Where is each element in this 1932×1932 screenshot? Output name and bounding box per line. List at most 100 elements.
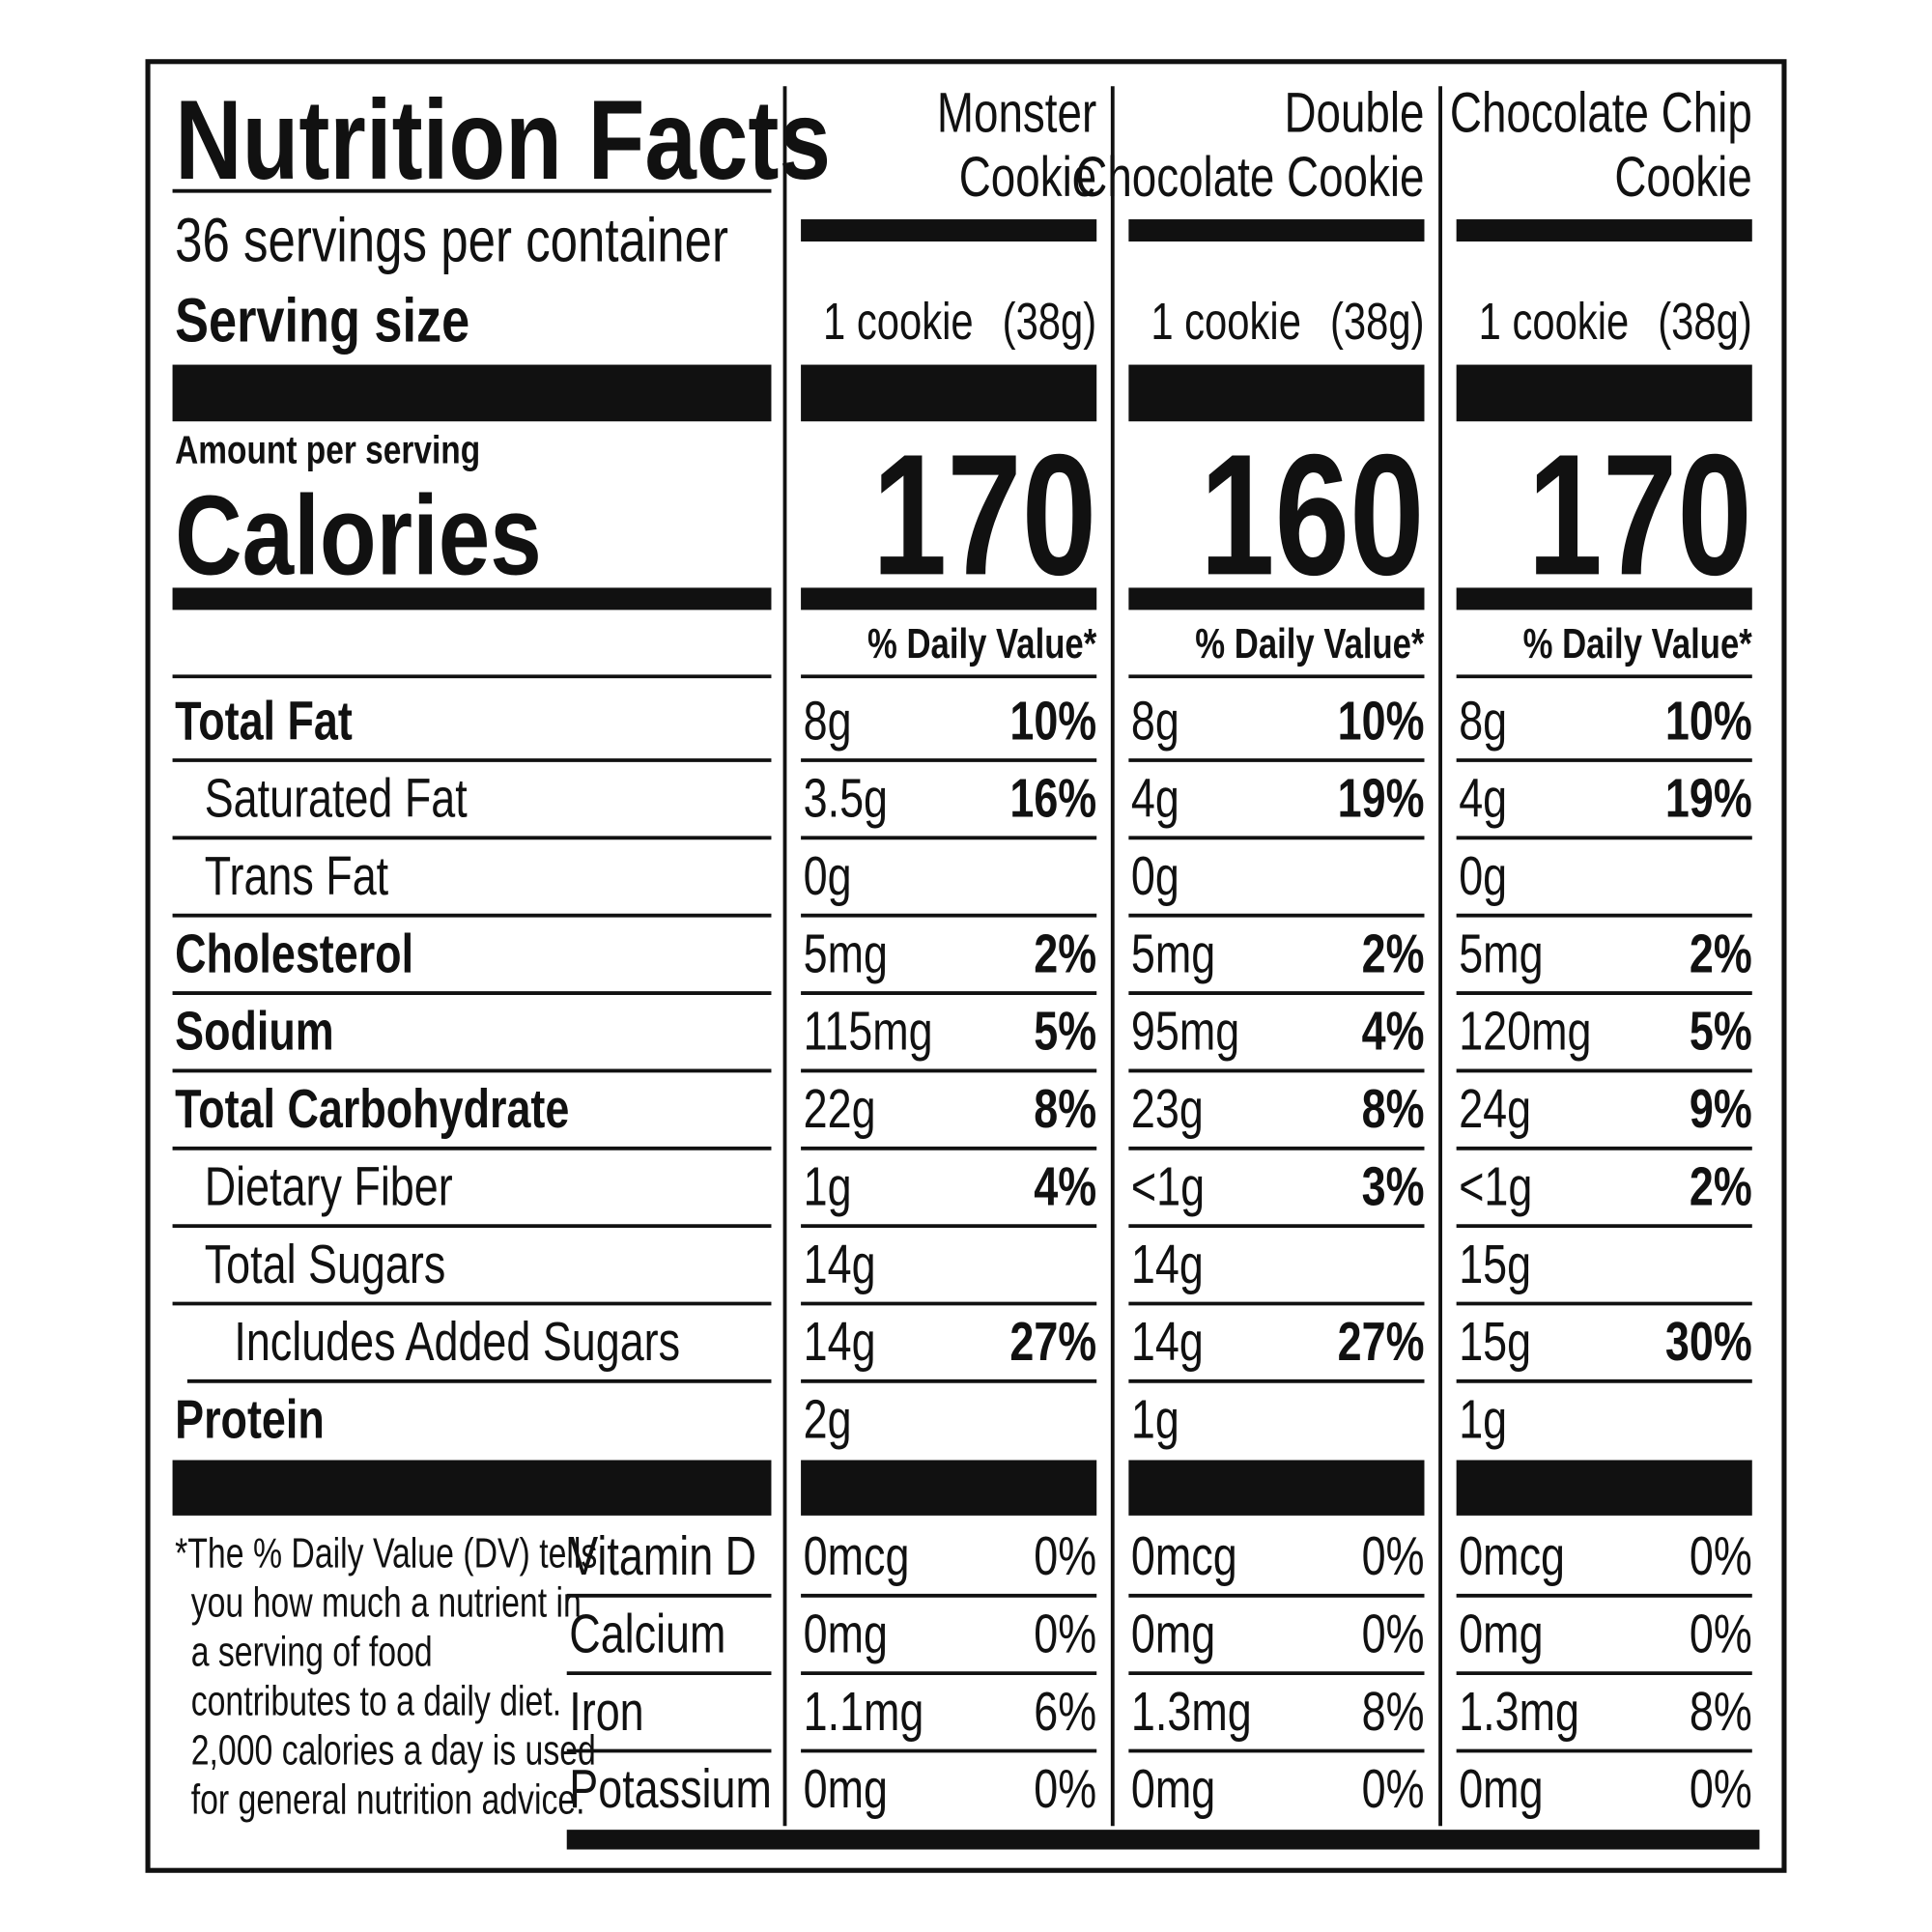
footnote-line: contributes to a daily diet. <box>191 1679 561 1725</box>
nutrient-amount: 23g <box>1131 1078 1204 1139</box>
nutrient-dv: 10% <box>1009 691 1096 752</box>
nutrient-label: Dietary Fiber <box>205 1156 453 1217</box>
vitamin-amount: 0mcg <box>1131 1525 1237 1586</box>
vitamin-label: Vitamin D <box>569 1525 756 1586</box>
nutrient-dv: 10% <box>1665 691 1752 752</box>
nutrient-label: Trans Fat <box>205 845 388 906</box>
vitamin-dv: 0% <box>1034 1525 1096 1586</box>
thick-bar <box>801 364 1097 422</box>
vitamin-amount: 0mg <box>804 1758 888 1819</box>
nutrient-amount: 3.5g <box>804 768 888 829</box>
nutrient-amount: 1g <box>1459 1389 1507 1450</box>
vitamin-amount: 0mg <box>1131 1604 1215 1664</box>
nutrient-amount: 8g <box>1131 691 1179 752</box>
nutrient-label: Sodium <box>175 1001 334 1062</box>
dv-heading: % Daily Value* <box>867 620 1097 668</box>
nutrient-dv: 2% <box>1362 923 1425 984</box>
nutrient-amount: 1g <box>1131 1389 1179 1450</box>
vitamin-label: Calcium <box>569 1604 725 1664</box>
dv-heading: % Daily Value* <box>1195 620 1425 668</box>
serving-qty: 1 cookie <box>1479 294 1630 351</box>
thick-bar <box>1128 364 1425 422</box>
nutrient-amount: 115mg <box>804 1001 933 1062</box>
nutrient-dv: 4% <box>1034 1156 1096 1217</box>
vitamin-label: Potassium <box>569 1758 772 1819</box>
thick-bar <box>801 1460 1097 1516</box>
nutrient-amount: 8g <box>804 691 852 752</box>
vitamin-dv: 0% <box>1034 1604 1096 1664</box>
vitamin-amount: 0mg <box>804 1604 888 1664</box>
serving-qty: 1 cookie <box>823 294 974 351</box>
vitamin-dv: 6% <box>1034 1681 1096 1742</box>
nutrient-label: Saturated Fat <box>205 768 468 829</box>
product-name: Double <box>1284 81 1424 145</box>
nutrient-label: Total Sugars <box>205 1234 446 1294</box>
vitamin-dv: 0% <box>1362 1525 1425 1586</box>
product-name: Cookie <box>1614 145 1751 209</box>
nutrient-amount: 14g <box>1131 1311 1204 1372</box>
vitamin-label: Iron <box>569 1681 643 1742</box>
vitamin-amount: 0mcg <box>804 1525 910 1586</box>
medium-bar <box>801 219 1097 242</box>
vitamin-amount: 1.3mg <box>1459 1681 1579 1742</box>
amount-label: Amount per serving <box>175 427 480 471</box>
nutrient-dv: 5% <box>1034 1001 1096 1062</box>
product-name: Cookie <box>959 145 1096 209</box>
nutrient-amount: 24g <box>1459 1078 1531 1139</box>
calories-label: Calories <box>175 471 542 598</box>
nutrient-dv: 2% <box>1690 923 1752 984</box>
nutrient-label: Total Carbohydrate <box>175 1078 569 1139</box>
medium-bar <box>801 587 1097 611</box>
calories-value: 160 <box>1200 418 1424 611</box>
footnote-line: *The % Daily Value (DV) tells <box>175 1531 597 1577</box>
calories-value: 170 <box>1527 418 1751 611</box>
product-name: Chocolate Cookie <box>1075 145 1424 209</box>
thick-bar <box>1456 1460 1752 1516</box>
nutrient-dv: 2% <box>1034 923 1096 984</box>
footnote-line: for general nutrition advice. <box>191 1777 585 1824</box>
nutrient-amount: 15g <box>1459 1311 1531 1372</box>
nutrient-amount: 0g <box>1459 845 1507 906</box>
vitamin-dv: 0% <box>1690 1758 1752 1819</box>
nutrient-amount: 14g <box>804 1311 876 1372</box>
nutrient-label: Includes Added Sugars <box>234 1311 680 1372</box>
serving-weight: (38g) <box>1658 294 1752 351</box>
nutrient-amount: 4g <box>1459 768 1507 829</box>
serving-qty: 1 cookie <box>1151 294 1301 351</box>
bottom-bar <box>566 1830 1760 1850</box>
calories-value: 170 <box>872 418 1096 611</box>
vitamin-dv: 0% <box>1690 1525 1752 1586</box>
medium-bar <box>1128 587 1425 611</box>
nutrient-amount: <1g <box>1131 1156 1205 1217</box>
nutrient-amount: 4g <box>1131 768 1179 829</box>
nutrient-dv: 8% <box>1362 1078 1425 1139</box>
vitamin-amount: 0mg <box>1131 1758 1215 1819</box>
nutrient-amount: 2g <box>804 1389 852 1450</box>
nutrient-amount: 1g <box>804 1156 852 1217</box>
thick-bar <box>1128 1460 1425 1516</box>
nutrient-dv: 16% <box>1009 768 1096 829</box>
thick-bar <box>172 1460 772 1516</box>
medium-bar <box>172 587 772 611</box>
nutrient-amount: 15g <box>1459 1234 1531 1294</box>
footnote-line: 2,000 calories a day is used <box>191 1728 596 1775</box>
vitamin-dv: 0% <box>1362 1758 1425 1819</box>
nutrient-amount: 0g <box>1131 845 1179 906</box>
nutrient-amount: 14g <box>1131 1234 1204 1294</box>
nutrient-amount: 5mg <box>1131 923 1215 984</box>
thick-bar <box>1456 364 1752 422</box>
thick-bar <box>172 364 772 422</box>
nutrient-dv: 10% <box>1338 691 1425 752</box>
nutrient-dv: 4% <box>1362 1001 1425 1062</box>
serving-size-label: Serving size <box>175 286 469 355</box>
medium-bar <box>1456 587 1752 611</box>
nutrient-dv: 3% <box>1362 1156 1425 1217</box>
nutrient-dv: 27% <box>1338 1311 1425 1372</box>
vitamin-dv: 8% <box>1690 1681 1752 1742</box>
vitamin-dv: 0% <box>1690 1604 1752 1664</box>
serving-weight: (38g) <box>1330 294 1425 351</box>
medium-bar <box>1456 219 1752 242</box>
